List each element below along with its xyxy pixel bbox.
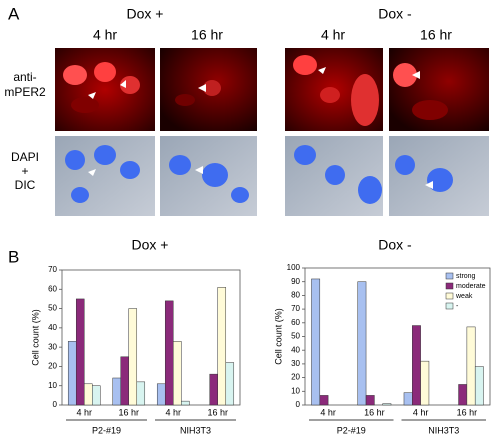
bar [136,381,146,406]
y-tick-label: 100 [287,263,301,272]
panel-label: A [8,4,20,23]
bar [67,341,77,406]
bar [84,383,93,406]
bar [420,360,430,406]
bar [128,308,138,406]
y-tick-label: 90 [291,277,300,286]
column-label: 4 hr [93,27,117,43]
panel-label: B [8,247,19,266]
x-tick-label: 16 hr [118,407,139,417]
x-tick-label: 16 hr [457,407,478,417]
micrograph [55,136,155,216]
bar [112,377,121,406]
y-tick-label: 40 [48,323,57,332]
bar [319,395,329,406]
bar [403,392,413,406]
bar [181,400,190,406]
group-title: Dox - [378,6,412,22]
x-tick-label: 4 hr [320,407,336,417]
x-tick-label: 4 hr [76,407,92,417]
arrowhead [88,67,433,189]
legend-label: strong [456,273,476,280]
bar [474,366,484,406]
bar [311,278,321,406]
legend-swatch [445,282,454,290]
bar [92,385,101,406]
bar [225,362,235,406]
y-tick-label: 50 [48,304,57,313]
y-axis-label: Cell count (%) [273,308,283,365]
x-tick-label: 4 hr [413,407,429,417]
column-label: 4 hr [321,27,345,43]
row-label: DIC [15,178,36,192]
legend-label: weak [455,293,473,300]
row-label: anti- [13,70,36,84]
bar [458,384,468,406]
bar [209,373,219,406]
y-tick-label: 20 [291,373,300,382]
x-tick-label: 16 hr [207,407,228,417]
y-tick-label: 80 [291,291,300,300]
chart-title: Dox - [378,237,412,253]
y-tick-label: 0 [296,400,301,409]
group-label: NIH3T3 [428,425,459,435]
y-tick-label: 0 [53,400,58,409]
row-label: mPER2 [4,85,46,99]
micrograph [160,48,257,131]
legend-swatch [445,292,454,300]
legend-label: moderate [456,283,486,290]
y-tick-label: 50 [291,332,300,341]
bar [120,356,129,406]
legend-swatch [445,302,454,310]
bar [365,395,375,406]
bar [217,287,227,406]
row-label: + [21,164,28,178]
y-tick-label: 10 [48,381,57,390]
column-label: 16 hr [420,27,452,43]
x-tick-label: 16 hr [364,407,385,417]
column-label: 16 hr [191,27,223,43]
y-tick-label: 30 [291,359,300,368]
y-tick-label: 70 [48,265,57,274]
y-tick-label: 30 [48,342,57,351]
y-tick-label: 10 [291,386,300,395]
group-title: Dox + [127,6,164,22]
plot-frame [61,269,241,406]
bar [412,325,421,406]
y-tick-label: 60 [48,284,57,293]
micrograph [389,136,489,216]
group-label: P2-#19 [92,425,121,435]
bar [156,383,166,406]
y-tick-label: 20 [48,362,57,371]
y-tick-label: 40 [291,345,300,354]
micrograph [285,48,383,131]
group-label: P2-#19 [337,425,366,435]
bar [382,403,392,406]
bar [466,326,476,406]
micrograph [285,136,383,216]
row-label: DAPI [11,150,39,164]
bar [75,298,85,406]
bar [357,281,367,406]
micrograph [389,48,489,131]
bar [173,341,182,406]
legend-label: - [456,303,459,310]
group-label: NIH3T3 [180,425,211,435]
chart-title: Dox + [132,237,169,253]
bar [164,300,174,406]
micrograph [55,48,155,131]
y-axis-label: Cell count (%) [30,309,40,366]
y-tick-label: 70 [291,304,300,313]
y-tick-label: 60 [291,318,300,327]
x-tick-label: 4 hr [165,407,181,417]
micrograph [160,136,257,216]
legend-swatch [445,272,454,280]
